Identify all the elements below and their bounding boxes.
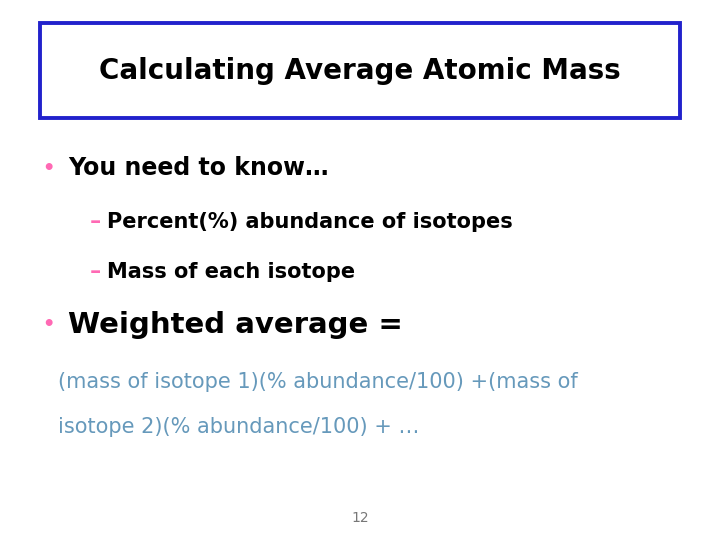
Text: –: – (90, 262, 102, 282)
Text: Percent(%) abundance of isotopes: Percent(%) abundance of isotopes (107, 212, 513, 232)
Text: •: • (42, 315, 55, 334)
FancyBboxPatch shape (40, 23, 680, 118)
Text: (mass of isotope 1)(% abundance/100) +(mass of: (mass of isotope 1)(% abundance/100) +(m… (58, 372, 577, 392)
Text: Mass of each isotope: Mass of each isotope (107, 262, 355, 282)
Text: •: • (42, 159, 55, 178)
Text: 12: 12 (351, 511, 369, 525)
Text: Calculating Average Atomic Mass: Calculating Average Atomic Mass (99, 57, 621, 85)
Text: isotope 2)(% abundance/100) + …: isotope 2)(% abundance/100) + … (58, 417, 419, 437)
Text: Weighted average =: Weighted average = (68, 311, 403, 339)
Text: –: – (90, 212, 102, 232)
Text: You need to know…: You need to know… (68, 156, 328, 180)
